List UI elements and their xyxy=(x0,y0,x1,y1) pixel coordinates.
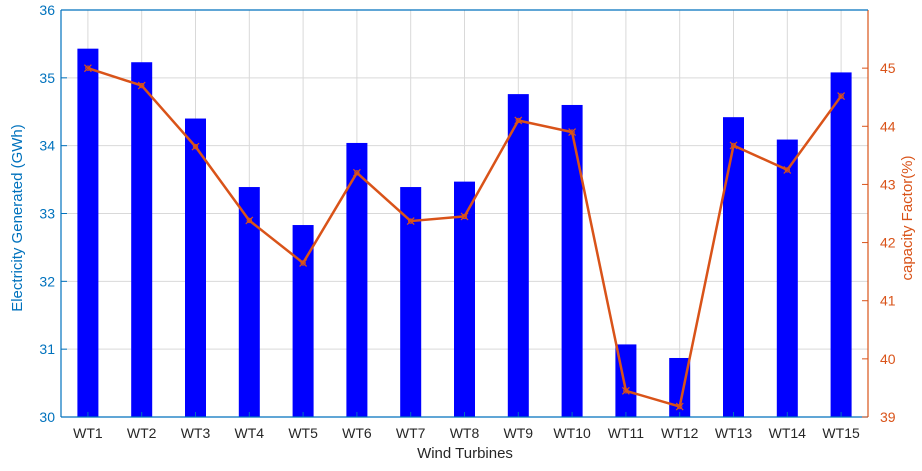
bar-wt12 xyxy=(669,357,691,417)
y-left-tick-label: 31 xyxy=(39,341,55,357)
y-left-tick-label: 30 xyxy=(39,409,55,425)
marker-stroke xyxy=(675,402,684,411)
bar-wt14 xyxy=(776,139,798,418)
marker-ring xyxy=(461,213,468,220)
x-tick-label: WT1 xyxy=(73,425,103,441)
bar-series xyxy=(77,48,852,418)
x-tick-label: WT8 xyxy=(450,425,480,441)
marker-wt12 xyxy=(675,402,684,411)
marker-ring xyxy=(623,388,629,394)
marker-wt2 xyxy=(137,81,146,90)
marker-ring xyxy=(192,143,199,150)
bar-wt6 xyxy=(346,142,368,417)
marker-stroke xyxy=(621,386,630,395)
marker-ring xyxy=(246,217,253,224)
x-tick-label: WT14 xyxy=(769,425,807,441)
marker-stroke xyxy=(352,168,361,177)
marker-stroke xyxy=(460,212,469,221)
marker-wt13 xyxy=(729,141,738,150)
bar-wt9 xyxy=(507,94,529,417)
marker-wt6 xyxy=(352,168,361,177)
marker-stroke xyxy=(406,217,415,225)
marker-stroke xyxy=(137,81,146,90)
y-right-tick-label: 41 xyxy=(880,293,896,309)
marker-wt14 xyxy=(783,165,792,174)
bar-wt2 xyxy=(131,62,153,418)
y-right-tick-label: 44 xyxy=(880,118,896,134)
x-tick-label: WT13 xyxy=(715,425,753,441)
y-right-tick-label: 40 xyxy=(880,351,896,367)
marker-wt9 xyxy=(514,116,523,125)
x-tick-label: WT7 xyxy=(396,425,426,441)
x-tick-label: WT2 xyxy=(127,425,157,441)
bar-wt8 xyxy=(454,181,475,417)
marker-ring xyxy=(677,403,683,410)
bar-wt1 xyxy=(77,48,99,417)
bar-wt5 xyxy=(292,225,314,417)
marker-ring xyxy=(569,129,575,135)
marker-ring xyxy=(354,170,360,176)
y-right-tick-label: 45 xyxy=(880,60,896,76)
x-axis-label: Wind Turbines xyxy=(417,445,513,462)
marker-stroke xyxy=(191,142,200,151)
y-left-tick-label: 32 xyxy=(39,273,55,289)
marker-ring xyxy=(85,65,91,71)
marker-ring xyxy=(515,117,521,124)
bar-wt10 xyxy=(561,104,583,417)
marker-ring xyxy=(139,82,145,89)
line-series xyxy=(83,64,846,411)
x-tick-label: WT9 xyxy=(504,425,534,441)
bar-wt4 xyxy=(238,187,260,417)
marker-stroke xyxy=(83,64,92,73)
y-axis-left-label: Electricity Generated (GWh) xyxy=(9,124,26,312)
axis-layer: 30 31 32 33 34 35 36 39 40 41 42 43 44 45 WT1 WT2 WT3 WT4… xyxy=(39,2,895,441)
marker-stroke xyxy=(729,141,738,150)
x-tick-label: WT5 xyxy=(288,425,318,441)
bar-wt15 xyxy=(830,72,852,417)
marker-ring xyxy=(730,142,737,149)
y-right-tick-label: 43 xyxy=(880,176,896,192)
marker-stroke xyxy=(783,165,792,174)
y-right-tick-label: 39 xyxy=(880,409,896,425)
x-tick-label: WT3 xyxy=(181,425,211,441)
marker-wt10 xyxy=(568,128,577,137)
bar-wt13 xyxy=(723,117,744,417)
marker-wt1 xyxy=(83,64,92,73)
marker-ring xyxy=(300,260,306,266)
marker-stroke xyxy=(245,216,254,225)
marker-stroke xyxy=(568,128,577,137)
y-left-tick-label: 35 xyxy=(39,70,55,86)
y-left-tick-label: 33 xyxy=(39,206,55,222)
marker-wt5 xyxy=(299,258,308,267)
marker-stroke xyxy=(514,116,523,125)
x-tick-label: WT15 xyxy=(822,425,860,441)
bar-wt3 xyxy=(185,118,206,418)
y-right-tick-label: 42 xyxy=(880,235,896,251)
x-tick-label: WT12 xyxy=(661,425,699,441)
y-axis-right-label: capacity Factor(%) xyxy=(899,155,916,280)
marker-wt4 xyxy=(245,216,254,225)
marker-wt3 xyxy=(191,142,200,151)
marker-wt11 xyxy=(621,386,630,395)
marker-stroke xyxy=(837,92,846,100)
marker-stroke xyxy=(299,258,308,267)
marker-ring xyxy=(784,167,790,173)
x-tick-label: WT10 xyxy=(553,425,591,441)
x-tick-label: WT6 xyxy=(342,425,372,441)
marker-wt8 xyxy=(460,212,469,221)
y-left-tick-label: 34 xyxy=(39,138,55,154)
bar-wt7 xyxy=(400,187,422,417)
marker-wt7 xyxy=(406,217,415,225)
marker-wt15 xyxy=(837,92,846,100)
marker-ring xyxy=(838,93,844,99)
marker-ring xyxy=(408,218,414,224)
x-tick-label: WT11 xyxy=(608,425,645,441)
y-left-tick-label: 36 xyxy=(39,2,55,18)
x-tick-label: WT4 xyxy=(235,425,265,441)
